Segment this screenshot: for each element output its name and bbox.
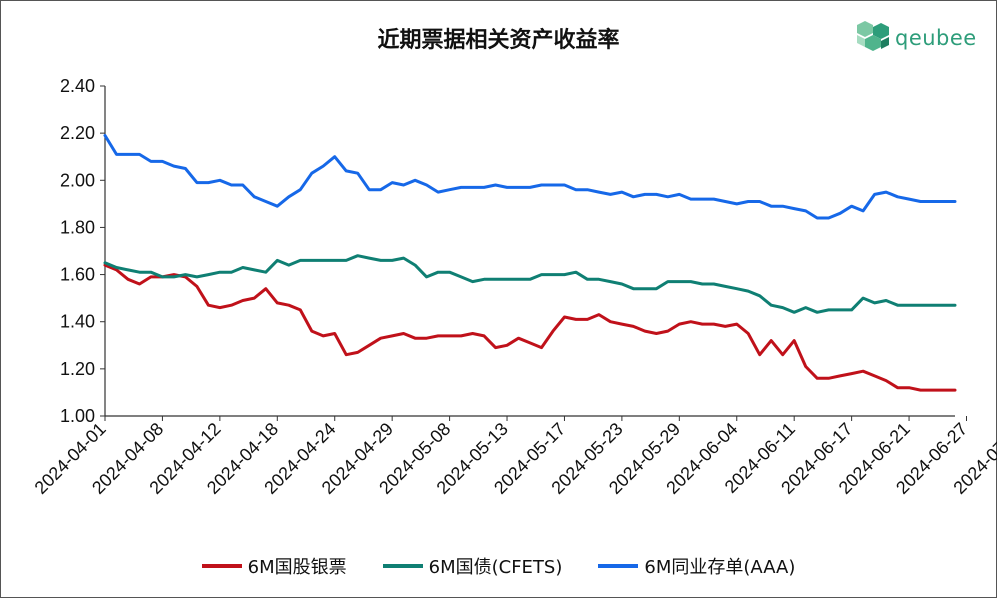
y-tick-label: 2.40 bbox=[60, 76, 95, 96]
y-tick-label: 1.60 bbox=[60, 265, 95, 285]
series-line-2 bbox=[103, 134, 957, 220]
legend-item-2: 6M同业存单(AAA) bbox=[598, 553, 795, 579]
legend-label: 6M国债(CFETS) bbox=[428, 557, 563, 578]
legend-label: 6M同业存单(AAA) bbox=[644, 557, 796, 578]
legend-label: 6M国股银票 bbox=[247, 557, 347, 578]
legend-item-1: 6M国债(CFETS) bbox=[382, 553, 563, 579]
x-axis: 2024-04-012024-04-082024-04-122024-04-18… bbox=[31, 415, 997, 498]
series-line-0 bbox=[103, 263, 957, 392]
brand-logo: qeubee bbox=[855, 18, 977, 58]
legend-swatch bbox=[201, 564, 242, 568]
series-layer bbox=[103, 134, 957, 392]
legend-swatch bbox=[598, 564, 639, 568]
y-tick-label: 2.20 bbox=[60, 123, 95, 143]
legend-swatch bbox=[382, 564, 423, 568]
y-axis: 1.00 1.20 1.40 1.60 1.80 2.00 2.20 2.40 bbox=[60, 76, 106, 426]
chart-title: 近期票据相关资产收益率 bbox=[377, 28, 620, 53]
qeubee-logo-icon bbox=[857, 21, 889, 51]
logo-text: qeubee bbox=[895, 26, 977, 50]
y-tick-label: 1.40 bbox=[60, 312, 95, 332]
y-tick-label: 1.20 bbox=[60, 359, 95, 379]
series-line-1 bbox=[103, 254, 957, 314]
legend-item-0: 6M国股银票 bbox=[201, 553, 347, 579]
chart-legend: 6M国股银票 6M国债(CFETS) 6M同业存单(AAA) bbox=[0, 553, 997, 579]
y-tick-label: 1.80 bbox=[60, 217, 95, 237]
y-tick-label: 2.00 bbox=[60, 170, 95, 190]
y-tick-label: 1.00 bbox=[60, 406, 95, 426]
